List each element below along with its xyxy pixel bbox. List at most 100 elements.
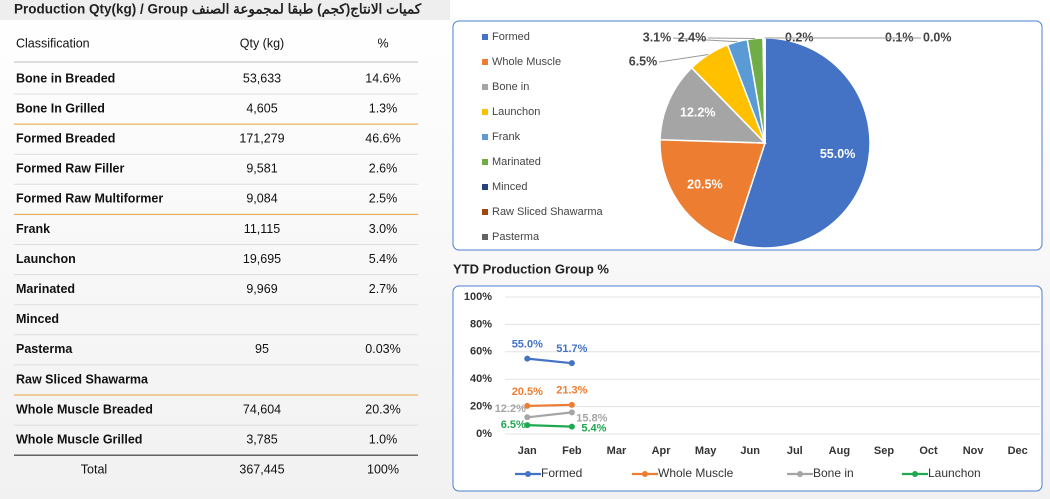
legend-swatch [482,134,488,140]
legend-label: Marinated [492,156,541,168]
data-label: 51.7% [556,343,587,355]
legend-label: Formed [492,31,530,43]
row-label: Raw Sliced Shawarma [16,372,149,386]
x-tick-label: Apr [652,445,672,457]
line-panel [452,285,1043,492]
row-value: 53,633 [243,71,281,85]
x-tick-label: Jan [518,445,537,457]
total-cell: 367,445 [239,462,284,476]
legend-swatch [482,184,488,190]
row-label: Whole Muscle Grilled [16,432,142,446]
x-tick-label: May [695,445,717,457]
row-value: 1.0% [369,432,398,446]
row-value: 5.4% [369,252,398,266]
pie-label: 0.2% [785,30,814,44]
legend-swatch [482,234,488,240]
data-label: 6.5% [501,419,526,431]
row-value: 0.03% [365,342,400,356]
line-title: YTD Production Group % [453,261,609,276]
y-tick-label: 60% [470,346,492,358]
x-tick-label: Aug [829,445,850,457]
legend-swatch [482,84,488,90]
data-label: 12.2% [495,403,526,415]
row-label: Pasterma [16,342,73,356]
row-value: 14.6% [365,71,400,85]
row-label: Formed Raw Multiformer [16,192,163,206]
series-line [527,357,572,365]
series-point [524,414,531,421]
x-tick-label: Sep [874,445,894,457]
legend-dot [525,471,531,477]
pie-label: 6.5% [629,54,658,68]
data-label: 21.3% [556,385,587,397]
table-header: Qty (kg) [240,36,284,50]
row-value: 2.7% [369,282,398,296]
legend-dot [797,471,803,477]
legend-dot [642,471,648,477]
x-tick-label: Jul [787,445,803,457]
legend-dot [912,471,918,477]
legend-label: Minced [492,181,527,193]
legend-label: Whole Muscle [658,466,734,480]
row-value: 95 [255,342,269,356]
title-bar [0,0,450,20]
data-label: 5.4% [581,423,606,435]
series-point [568,409,575,416]
row-label: Bone In Grilled [16,101,105,115]
row-value: 3.0% [369,222,398,236]
row-value: 9,581 [246,162,277,176]
data-label: 20.5% [512,386,543,398]
row-value: 3,785 [246,432,277,446]
x-tick-label: Jun [740,445,760,457]
x-tick-label: Dec [1008,445,1028,457]
legend-label: Launchon [928,466,981,480]
legend-swatch [482,159,488,165]
row-value: 11,115 [244,222,280,236]
row-value: 4,605 [246,101,277,115]
series-point [568,423,575,430]
y-tick-label: 0% [476,428,492,440]
legend-label: Formed [541,466,582,480]
pie-slice [659,66,767,144]
row-label: Whole Muscle Breaded [16,402,153,416]
row-value: 20.3% [365,402,400,416]
pie-label: 3.1% [643,30,672,44]
page-title: Production Qty(kg) / Group كميات الانتاج… [14,2,422,18]
y-tick-label: 80% [470,318,492,330]
legend-swatch [482,34,488,40]
total-cell: Total [81,462,107,476]
row-value: 171,279 [239,131,284,145]
x-tick-label: Feb [562,445,582,457]
y-tick-label: 20% [470,401,492,413]
x-tick-label: Oct [919,445,938,457]
series-point [524,402,531,409]
legend-swatch [482,209,488,215]
series-line [527,403,572,408]
table-header: Classification [16,36,90,50]
legend-label: Raw Sliced Shawarma [492,206,604,218]
row-label: Formed Raw Filler [16,162,124,176]
series-line [527,423,572,428]
row-label: Formed Breaded [16,131,115,145]
y-tick-label: 40% [470,373,492,385]
pie-label: 55.0% [820,147,855,161]
legend-label: Frank [492,131,521,143]
row-value: 46.6% [365,131,400,145]
legend-label: Whole Muscle [492,56,561,68]
row-value: 2.5% [369,192,398,206]
row-value: 9,084 [246,192,277,206]
row-value: 19,695 [243,252,281,266]
legend-swatch [482,109,488,115]
data-label: 55.0% [512,339,543,351]
leader-line [658,54,709,63]
pie-label: 2.4% [678,30,707,44]
legend-label: Bone in [813,466,854,480]
series-point [568,360,575,367]
series-point [524,355,531,362]
data-label: 15.8% [576,412,607,424]
row-value: 74,604 [243,402,281,416]
y-tick-label: 100% [464,291,492,303]
leader-line [672,37,738,43]
row-label: Launchon [16,252,76,266]
